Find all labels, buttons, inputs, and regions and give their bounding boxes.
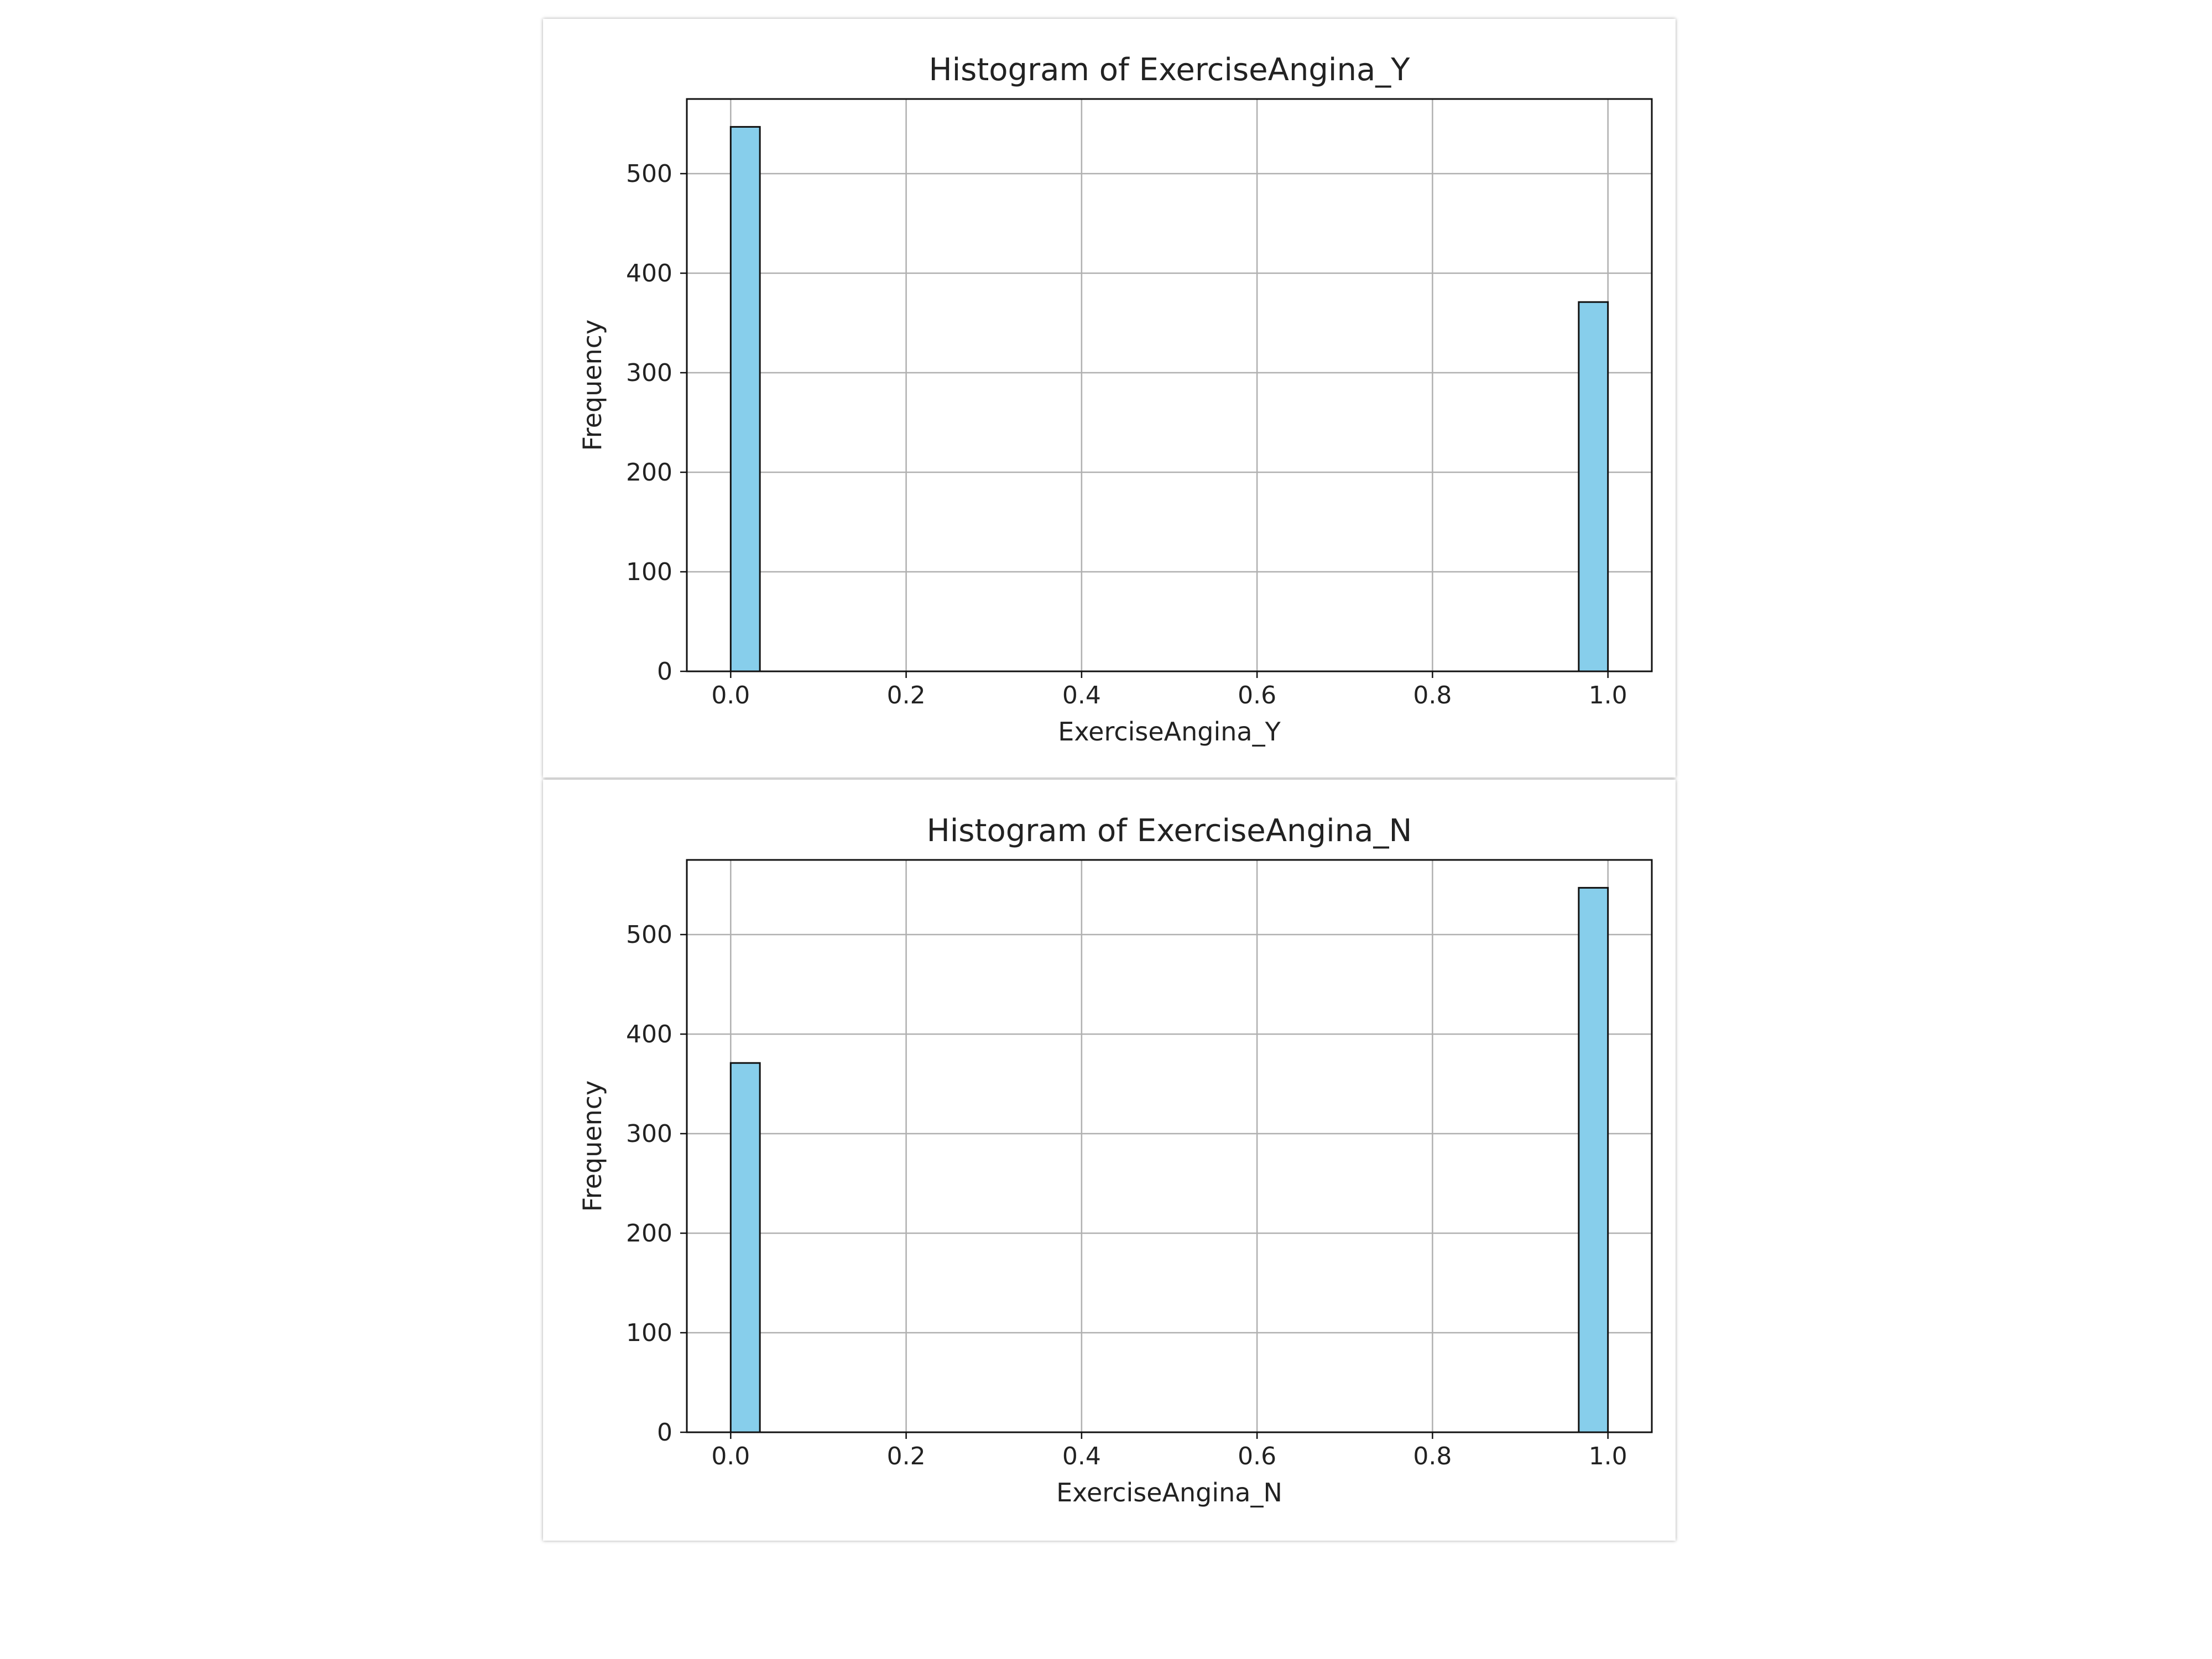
grid [687, 99, 1652, 672]
x-tick-label: 0.4 [1062, 1442, 1101, 1470]
plot-frame [686, 859, 1653, 1433]
x-axis-ticks: 0.0 0.2 0.4 0.6 0.8 1.0 [711, 1432, 1627, 1470]
histogram-bar [1578, 301, 1609, 672]
y-axis-label: Frequency [577, 320, 607, 451]
histogram-exerciseangina-y: 0.0 0.2 0.4 0.6 0.8 1.0 0 100 200 300 400 500 Hist… [577, 52, 1653, 747]
y-tick-label: 300 [626, 359, 672, 387]
y-tick-label: 500 [626, 160, 672, 188]
x-tick-label: 0.6 [1238, 681, 1276, 709]
y-tick-label: 200 [626, 458, 672, 487]
bars [729, 886, 1609, 1433]
y-axis-ticks: 0 100 200 300 400 500 [626, 160, 687, 686]
y-tick-label: 400 [626, 1020, 672, 1048]
y-tick-label: 100 [626, 558, 672, 586]
x-axis-ticks: 0.0 0.2 0.4 0.6 0.8 1.0 [711, 671, 1627, 709]
y-axis-label: Frequency [577, 1081, 607, 1212]
x-tick-label: 0.0 [711, 1442, 750, 1470]
chart-card-exerciseangina-n: 0.0 0.2 0.4 0.6 0.8 1.0 0 100 200 300 400 500 Hist… [543, 780, 1676, 1541]
x-tick-label: 0.8 [1413, 681, 1452, 709]
plot-frame [686, 98, 1653, 672]
x-tick-label: 0.6 [1238, 1442, 1276, 1470]
y-tick-label: 0 [657, 1418, 672, 1447]
x-tick-label: 1.0 [1589, 681, 1627, 709]
x-axis-label: ExerciseAngina_N [1056, 1478, 1282, 1507]
grid [687, 860, 1652, 1433]
x-tick-label: 0.2 [887, 681, 926, 709]
y-tick-label: 200 [626, 1219, 672, 1248]
y-axis-ticks: 0 100 200 300 400 500 [626, 921, 687, 1447]
x-axis-label: ExerciseAngina_Y [1058, 717, 1281, 747]
x-tick-label: 1.0 [1589, 1442, 1627, 1470]
x-tick-label: 0.2 [887, 1442, 926, 1470]
x-tick-label: 0.4 [1062, 681, 1101, 709]
y-tick-label: 100 [626, 1319, 672, 1347]
chart-title: Histogram of ExerciseAngina_N [927, 813, 1412, 849]
y-tick-label: 400 [626, 259, 672, 288]
x-tick-label: 0.8 [1413, 1442, 1452, 1470]
histogram-bar [729, 126, 761, 672]
histogram-bar [1578, 886, 1609, 1433]
y-tick-label: 0 [657, 658, 672, 686]
chart-title: Histogram of ExerciseAngina_Y [928, 52, 1410, 88]
chart-card-exerciseangina-y: 0.0 0.2 0.4 0.6 0.8 1.0 0 100 200 300 400 500 Hist… [543, 19, 1676, 778]
y-tick-label: 500 [626, 921, 672, 949]
x-tick-label: 0.0 [711, 681, 750, 709]
histogram-bar [729, 1062, 761, 1433]
histogram-exerciseangina-n: 0.0 0.2 0.4 0.6 0.8 1.0 0 100 200 300 400 500 Hist… [577, 813, 1653, 1507]
y-tick-label: 300 [626, 1120, 672, 1148]
bars [729, 126, 1609, 672]
